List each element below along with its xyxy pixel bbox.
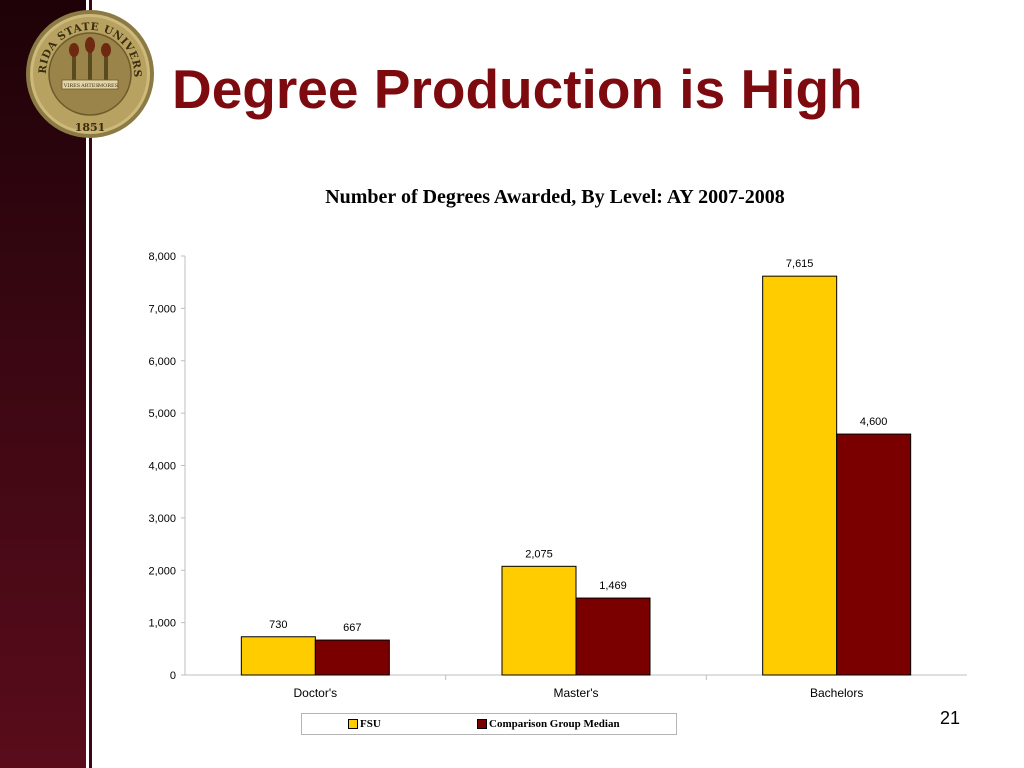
data-label: 667 [343, 622, 361, 634]
legend-item-fsu: FSU [348, 718, 381, 730]
legend-label-fsu: FSU [360, 718, 381, 730]
y-tick-label: 6,000 [148, 356, 176, 368]
bar-fsu [762, 275, 838, 676]
y-tick-label: 0 [170, 670, 176, 682]
legend-item-comparison: Comparison Group Median [477, 718, 620, 730]
y-tick-label: 8,000 [148, 251, 176, 263]
legend-swatch-comparison [477, 719, 487, 729]
seal-ribbon-1: VIRES [63, 83, 81, 89]
seal-year: 1851 [75, 121, 106, 134]
y-tick-label: 7,000 [148, 303, 176, 315]
data-label: 2,075 [525, 548, 553, 560]
bar-comparison [314, 639, 390, 676]
bar-fsu [501, 565, 577, 676]
slide-title: Degree Production is High [172, 58, 863, 120]
data-label: 1,469 [599, 580, 627, 592]
bar-comparison [575, 597, 651, 676]
sidebar-rule-light [86, 0, 89, 768]
data-label: 7,615 [786, 258, 814, 270]
data-label: 730 [269, 619, 287, 631]
x-tick-label: Master's [554, 686, 599, 700]
y-tick-label: 2,000 [148, 565, 176, 577]
university-seal: FLORIDA STATE UNIVERSITY VIRES ARTES MOR… [24, 8, 154, 138]
x-tick-label: Doctor's [294, 686, 338, 700]
y-tick-label: 1,000 [148, 618, 176, 630]
chart-legend: FSU Comparison Group Median [301, 713, 677, 735]
legend-swatch-fsu [348, 719, 358, 729]
chart-title: Number of Degrees Awarded, By Level: AY … [325, 186, 785, 208]
page-number: 21 [940, 708, 961, 728]
seal-ribbon-3: MORES [98, 83, 119, 89]
x-tick-label: Bachelors [810, 686, 863, 700]
y-tick-label: 4,000 [148, 461, 176, 473]
y-tick-label: 5,000 [148, 408, 176, 420]
bar-comparison [836, 433, 912, 676]
legend-label-comparison: Comparison Group Median [489, 718, 620, 730]
bar-fsu [240, 636, 316, 676]
y-tick-label: 3,000 [148, 513, 176, 525]
sidebar-rule-dark [89, 0, 92, 768]
seal-ribbon-2: ARTES [80, 83, 99, 89]
data-label: 4,600 [860, 416, 888, 428]
